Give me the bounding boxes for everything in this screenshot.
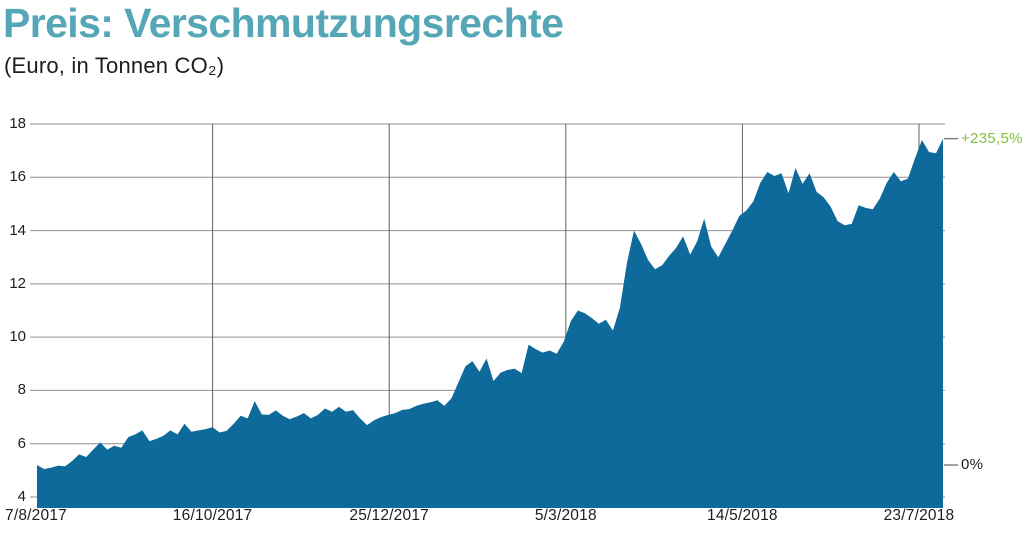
- y-axis-label: 6: [17, 434, 26, 452]
- x-axis-label: 23/7/2018: [883, 507, 955, 524]
- y-axis-label: 4: [17, 488, 26, 505]
- y-axis-label: 14: [9, 221, 26, 239]
- x-axis-label: 7/8/2017: [5, 507, 67, 524]
- y-axis-label: 18: [9, 115, 26, 132]
- y-axis-label: 16: [9, 168, 26, 186]
- x-axis-label: 14/5/2018: [707, 507, 778, 524]
- y-axis-label: 12: [9, 274, 26, 292]
- x-axis-label: 25/12/2017: [349, 507, 429, 524]
- percent-zero-label: 0%: [961, 456, 984, 474]
- page-title: Preis: Verschmutzungsrechte: [3, 0, 564, 46]
- chart-subtitle: (Euro, in Tonnen CO₂): [4, 53, 225, 78]
- y-axis-label: 10: [9, 328, 26, 346]
- x-axis-label: 5/3/2018: [534, 507, 597, 524]
- y-axis-label: 8: [17, 381, 26, 399]
- price-area-series: [37, 138, 943, 508]
- x-axis-label: 16/10/2017: [172, 507, 253, 524]
- percent-gain-label: +235,5%: [961, 129, 1023, 147]
